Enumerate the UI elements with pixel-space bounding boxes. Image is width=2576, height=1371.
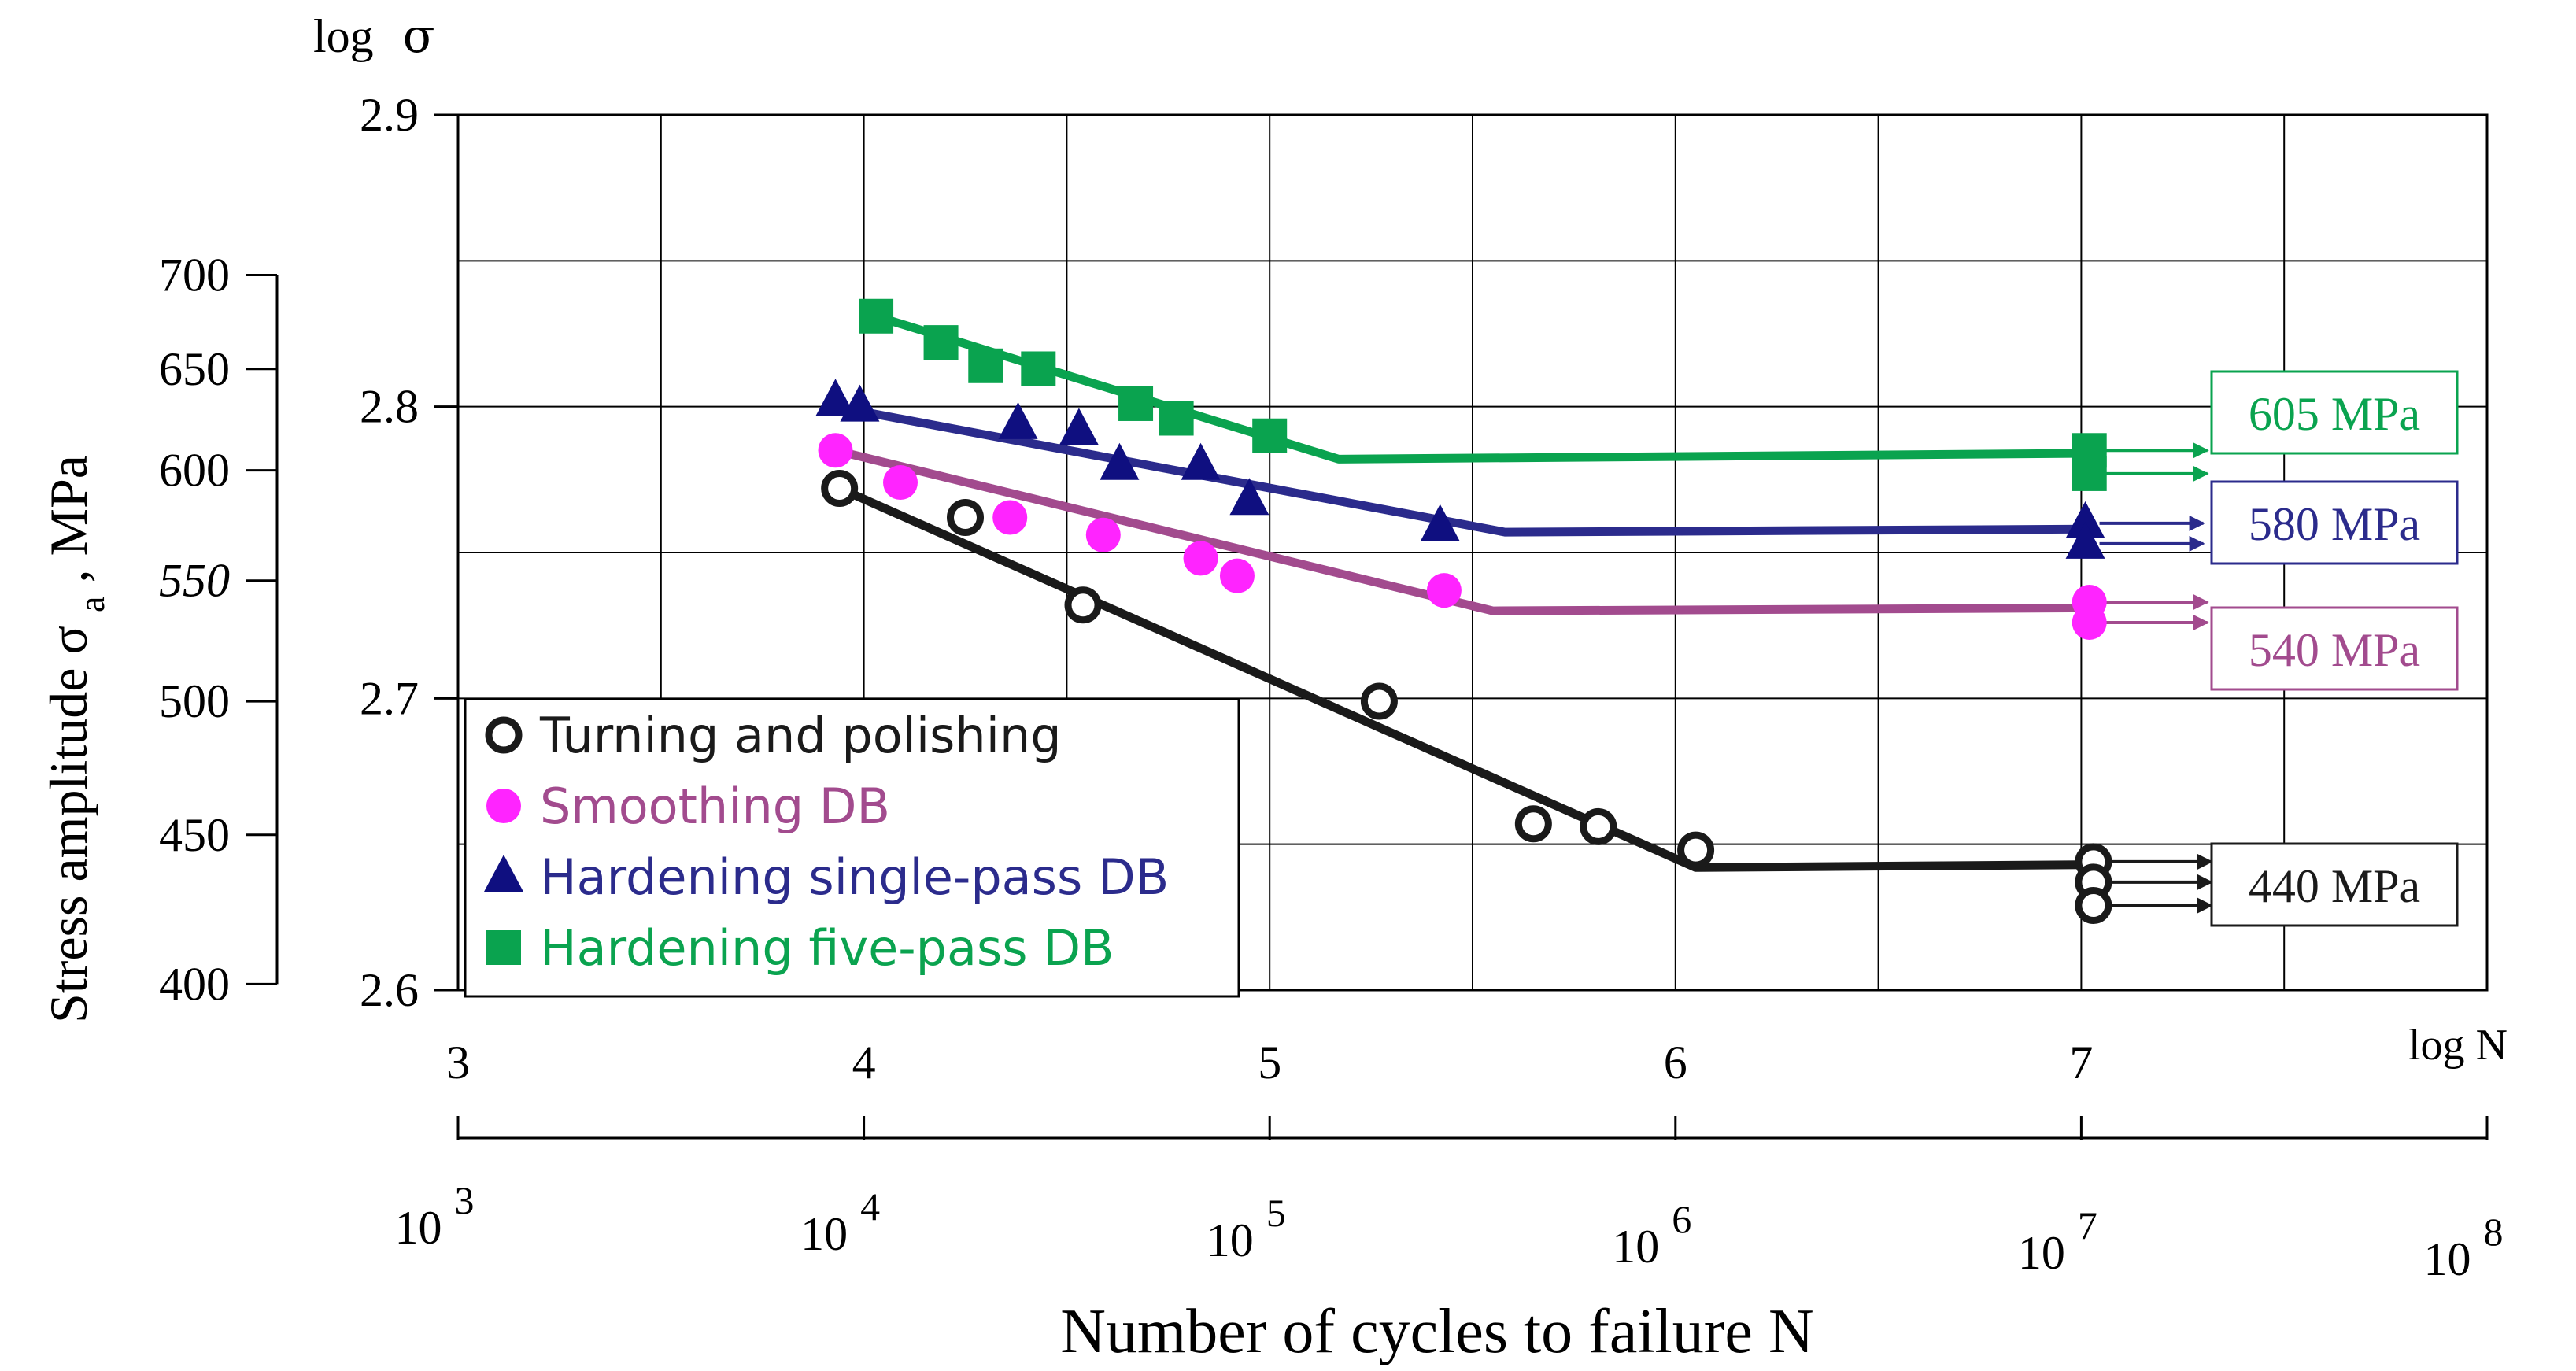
data-point [1580, 807, 1617, 845]
log-sigma-tick-label: 2.8 [360, 381, 419, 433]
N-tick-label: 105 [1207, 1191, 1286, 1266]
y-axis-title: Stress amplitude σ a , MPa [39, 455, 116, 1023]
data-point [818, 433, 853, 468]
x-axis-title: Number of cycles to failure N [1060, 1297, 1813, 1366]
data-point [1360, 682, 1398, 720]
logN-tick-label: 4 [852, 1037, 876, 1088]
data-point [1219, 558, 1255, 593]
data-point [1677, 831, 1715, 869]
limit-label: 540 MPa [2249, 624, 2420, 676]
data-point [1181, 442, 1221, 480]
data-point [1159, 401, 1194, 436]
legend-label: Turning and polishing [539, 707, 1062, 764]
legend: Turning and polishing Smoothing DB Hardeni… [464, 697, 1240, 998]
legend-marker [486, 789, 521, 823]
logN-tick-label: 5 [1258, 1037, 1281, 1088]
legend-label: Hardening five-pass DB [540, 919, 1114, 977]
limit-label-box [2210, 842, 2459, 927]
fit-line [831, 445, 2094, 615]
log-sigma-tick-label: 2.6 [360, 964, 419, 1016]
runout-point [2072, 604, 2107, 640]
data-point [1100, 442, 1140, 480]
mpa-tick-label: 400 [159, 958, 230, 1010]
mpa-tick-label: 600 [159, 445, 230, 497]
data-point [1085, 517, 1121, 552]
fit-line [831, 402, 2090, 537]
data-point [883, 465, 918, 501]
data-point [1252, 418, 1288, 453]
runout-point [2065, 521, 2105, 559]
mpa-tick-label: 450 [159, 809, 230, 861]
axes: 2.6 2.7 2.8 2.9 400 450 500 550 600 650 700 3 4 5 6 7 10… [159, 89, 2504, 1285]
logN-tick-label: 3 [446, 1037, 470, 1088]
runout-point [2065, 501, 2105, 538]
data-point [998, 401, 1038, 439]
legend-marker [485, 716, 523, 754]
N-tick-label: 103 [395, 1178, 475, 1254]
data-point [1021, 351, 1056, 386]
mpa-tick-label: 550 [159, 555, 230, 607]
N-tick-label: 106 [1612, 1197, 1691, 1273]
limit-label: 605 MPa [2249, 388, 2420, 440]
legend-label: Hardening single-pass DB [540, 848, 1169, 906]
data-point [840, 384, 880, 422]
limit-label-box [2210, 370, 2459, 455]
data-point [1064, 586, 1102, 624]
limit-label: 580 MPa [2249, 498, 2420, 550]
data-point [968, 348, 1003, 383]
N-tick-label: 104 [800, 1184, 880, 1260]
data-point [821, 469, 859, 507]
N-tick-label: 108 [2424, 1210, 2504, 1285]
mpa-tick-label: 650 [159, 343, 230, 395]
legend-marker [484, 855, 523, 892]
mpa-tick-label: 700 [159, 249, 230, 301]
data-point [992, 500, 1028, 535]
data-point [1514, 805, 1552, 843]
logN-tick-label: 7 [2069, 1037, 2093, 1088]
mpa-tick-label: 500 [159, 675, 230, 727]
limit-label: 440 MPa [2249, 860, 2420, 912]
plot-frame [456, 113, 2489, 992]
log-sigma-axis-label: log σ [313, 9, 435, 64]
N-tick-label: 107 [2018, 1203, 2097, 1279]
log-sigma-tick-label: 2.7 [360, 672, 419, 724]
endurance-limit-labels: 440 MPa 540 MPa 580 MPa 605 MPa [2210, 370, 2459, 927]
data-point [1420, 504, 1460, 541]
runout-point [2075, 887, 2112, 925]
legend-marker [486, 930, 521, 965]
data-point [1183, 541, 1218, 576]
data-point [947, 499, 984, 537]
data-point [1118, 386, 1154, 421]
runout-point [2072, 456, 2107, 491]
legend-box [464, 697, 1240, 998]
limit-label-box [2210, 606, 2459, 691]
data-point [923, 325, 959, 360]
runout-arrows [2065, 433, 2213, 925]
data-markers [815, 298, 1715, 869]
data-point [815, 379, 856, 416]
data-point [859, 298, 894, 334]
data-point [1229, 478, 1270, 516]
logN-axis-label: log N [2408, 1021, 2508, 1070]
data-point [1059, 408, 1099, 445]
logN-tick-label: 6 [1664, 1037, 1687, 1088]
legend-label: Smoothing DB [540, 778, 890, 835]
log-sigma-tick-label: 2.9 [360, 89, 419, 141]
data-point [1426, 573, 1462, 608]
limit-label-box [2210, 480, 2459, 565]
